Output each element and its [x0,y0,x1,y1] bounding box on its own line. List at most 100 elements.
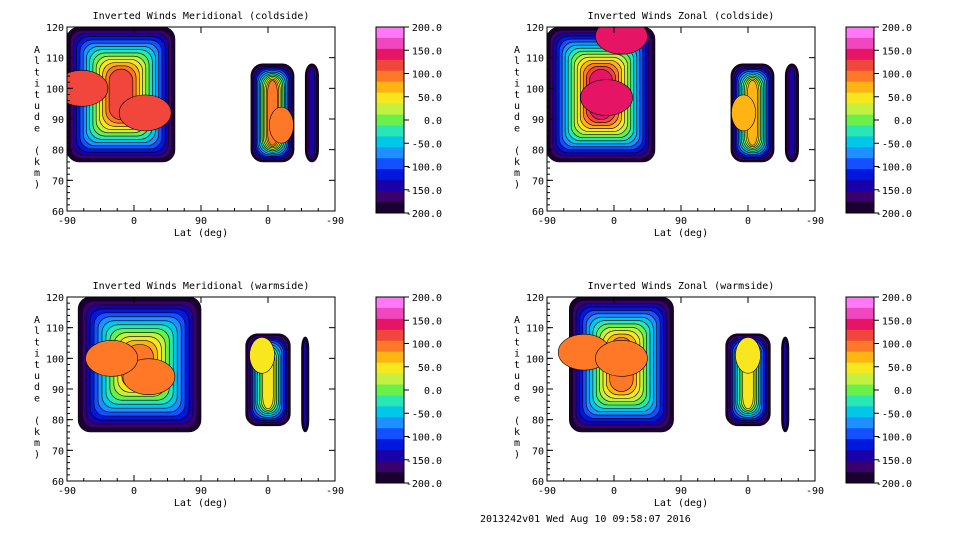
colorbar-swatch [846,136,874,148]
y-tick-label: 80 [532,416,544,427]
y-tick-label: 60 [52,477,64,488]
colorbar-swatch [376,297,404,309]
x-tick-label: 0 [611,486,617,497]
colorbar-swatch [376,329,404,342]
x-tick-label: 0 [611,216,617,227]
colorbar-swatch [846,37,874,50]
colorbar-label: 100.0 [412,340,442,351]
x-tick-label: 0 [745,216,751,227]
colorbar-label: 200.0 [412,293,442,304]
colorbar-label: -100.0 [876,433,912,444]
y-tick-label: 70 [532,176,544,187]
colorbar-swatch [846,362,874,374]
y-tick-label: 60 [532,207,544,218]
y-tick-label: 90 [532,115,544,126]
x-axis-label: Lat (deg) [174,228,228,239]
y-tick-label: 110 [46,324,64,335]
wind-region-2 [730,63,775,163]
colorbar-swatch [846,406,874,418]
panel-title: Inverted Winds Zonal (warmside) [588,281,775,292]
panel-title: Inverted Winds Meridional (coldside) [93,11,310,22]
colorbar: 200.0 150.0 100.0 50.0 0.0 -50.0 -100.0 -150.0 -… [845,23,912,220]
colorbar-swatch [846,59,874,72]
colorbar-label: -200.0 [876,479,912,490]
y-tick-label: 70 [532,446,544,457]
contour-band [308,67,316,159]
x-tick-label: -90 [326,486,344,497]
wind-region-1 [547,27,656,163]
colorbar-swatch [846,180,874,192]
wind-region-2 [245,333,291,427]
y-tick-label: 80 [52,416,64,427]
y-tick-label: 90 [52,385,64,396]
colorbar-swatch [846,472,874,484]
y-tick-label: 110 [526,54,544,65]
colorbar-swatch [376,103,404,115]
y-tick-label: 90 [532,385,544,396]
colorbar-label: -100.0 [876,163,912,174]
colorbar-label: 100.0 [882,340,912,351]
colorbar-label: -150.0 [876,186,912,197]
x-tick-label: 90 [195,486,207,497]
colorbar-label: 50.0 [888,93,912,104]
contour-band [788,67,796,159]
colorbar-swatch [376,81,404,94]
panel-2: Inverted Winds Zonal (coldside) -90 0 90 0 -9… [514,11,912,239]
colorbar-swatch [846,340,874,353]
colorbar-swatch [376,92,404,104]
plot-area [77,297,310,433]
colorbar-swatch [376,340,404,353]
colorbar-label: 50.0 [888,363,912,374]
x-tick-label: -90 [806,486,824,497]
y-tick-label: 120 [526,23,544,34]
colorbar-swatch [376,362,404,374]
colorbar-label: 100.0 [412,70,442,81]
colorbar-label: -200.0 [406,479,442,490]
wind-region-3 [304,63,319,163]
wind-region-2 [250,63,295,163]
colorbar: 200.0 150.0 100.0 50.0 0.0 -50.0 -100.0 -150.0 -… [375,23,442,220]
colorbar-swatch [846,114,874,126]
colorbar-swatch [846,48,874,61]
colorbar-swatch [376,48,404,61]
panel-3: Inverted Winds Meridional (warmside) -90 0… [34,281,442,509]
y-tick-label: 110 [526,324,544,335]
colorbar-label: 150.0 [412,316,442,327]
colorbar-swatch [376,70,404,83]
colorbar-swatch [376,59,404,72]
colorbar-swatch [846,103,874,115]
y-tick-label: 110 [46,54,64,65]
colorbar-label: 150.0 [412,46,442,57]
x-tick-label: -90 [58,216,76,227]
colorbar-label: 200.0 [882,293,912,304]
colorbar-swatch [846,373,874,385]
colorbar-label: 0.0 [894,116,912,127]
y-tick-label: 70 [52,176,64,187]
colorbar-swatch [376,384,404,396]
panel-4: Inverted Winds Zonal (warmside) -90 0 90 0 -9… [514,281,912,509]
y-tick-label: 80 [532,146,544,157]
colorbar-swatch [376,202,404,214]
x-axis-label: Lat (deg) [174,498,228,509]
colorbar-swatch [846,307,874,320]
colorbar-swatch [376,307,404,320]
colorbar-label: 200.0 [412,23,442,34]
wind-peak [122,358,176,396]
colorbar-label: -100.0 [406,163,442,174]
y-tick-label: 100 [526,84,544,95]
colorbar-swatch [376,191,404,203]
y-tick-label: 120 [46,23,64,34]
colorbar-swatch [376,439,404,451]
colorbar-swatch [376,147,404,159]
colorbar-swatch [846,318,874,331]
contour-band [783,338,788,431]
colorbar: 200.0 150.0 100.0 50.0 0.0 -50.0 -100.0 -150.0 -… [845,293,912,490]
x-tick-label: 0 [745,486,751,497]
colorbar-swatch [376,114,404,126]
colorbar-swatch [376,417,404,429]
colorbar-swatch [846,395,874,407]
colorbar-label: 200.0 [882,23,912,34]
